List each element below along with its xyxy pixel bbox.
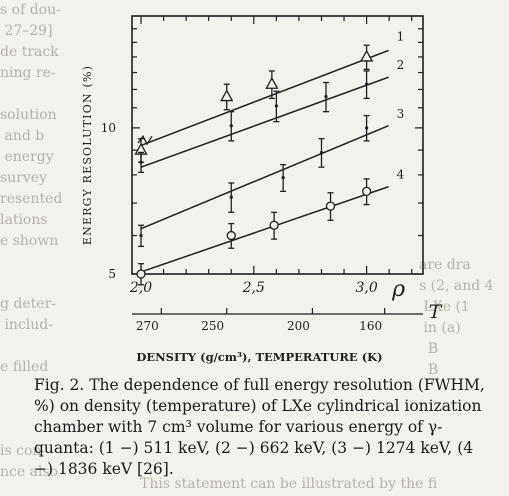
temperature-tick-label: 200 [287, 319, 310, 333]
data-point [229, 124, 233, 128]
series-line [140, 124, 389, 230]
series-3: 3 [138, 107, 405, 248]
axis-labels: ρ T ENERGY RESOLUTION (%) DENSITY (g/cm³), … [81, 65, 443, 364]
data-point [229, 195, 233, 199]
data-point [319, 150, 324, 155]
series-number-label: 3 [397, 107, 405, 121]
axis-break-mark [137, 134, 153, 146]
series-line [140, 49, 389, 147]
temperature-tick-label: 160 [359, 319, 382, 333]
data-point-circle [325, 201, 336, 211]
axis-ticks: 5 10 2,0 2,5 3,0 270 250 200 160 [101, 16, 423, 333]
data-point [365, 126, 369, 130]
data-point-triangle [265, 76, 279, 89]
data-point-triangle [220, 89, 234, 102]
x-tick-label: 2,0 [129, 280, 152, 296]
page-edge-text-right: are dra s (2, and 4 LXe (1 in (a) B B [419, 257, 494, 378]
data-point-circle [226, 230, 236, 241]
x-tick-label: 2,5 [242, 280, 265, 296]
y-tick-label: 5 [108, 267, 116, 281]
x-axis-symbol-rho: ρ [391, 277, 405, 302]
plot-frame [131, 15, 424, 275]
x-axis-title: DENSITY (g/cm³), TEMPERATURE (K) [136, 350, 382, 364]
series-1: 1 [134, 29, 405, 163]
series-group: 1 2 3 4 [134, 29, 405, 286]
data-point [139, 233, 143, 238]
series-number-label: 4 [397, 168, 405, 182]
plot-area-border [131, 15, 424, 275]
x-axis-symbol-temperature: T [429, 301, 443, 323]
data-point-circle [136, 269, 146, 279]
x-tick-label: 3,0 [355, 280, 377, 296]
page-edge-text-left: s of dou- 27–29] de track ning re- solut… [0, 2, 63, 480]
figure-caption: Fig. 2. The dependence of full energy re… [34, 376, 485, 478]
series-number-label: 2 [397, 58, 405, 72]
data-point [365, 82, 369, 86]
data-point [324, 94, 328, 99]
data-point-triangle [360, 49, 374, 62]
data-point [281, 175, 285, 180]
series-4: 4 [136, 168, 405, 286]
data-point [139, 160, 143, 164]
data-point [274, 104, 278, 108]
energy-resolution-chart: 5 10 2,0 2,5 3,0 270 250 200 160 1 2 3 4 ρ T ENERGY R… [81, 15, 443, 364]
y-tick-label: 10 [101, 121, 116, 135]
series-2: 2 [138, 58, 405, 173]
data-point-circle [361, 186, 372, 196]
data-point-circle [269, 220, 279, 230]
temperature-tick-label: 250 [201, 319, 224, 333]
y-axis-title: ENERGY RESOLUTION (%) [81, 65, 94, 245]
temperature-tick-label: 270 [136, 319, 159, 333]
page-edge-text-bottom: This statement can be illustrated by the… [140, 476, 438, 492]
series-number-label: 1 [397, 29, 405, 43]
series-line [140, 76, 389, 168]
series-line [140, 185, 389, 273]
